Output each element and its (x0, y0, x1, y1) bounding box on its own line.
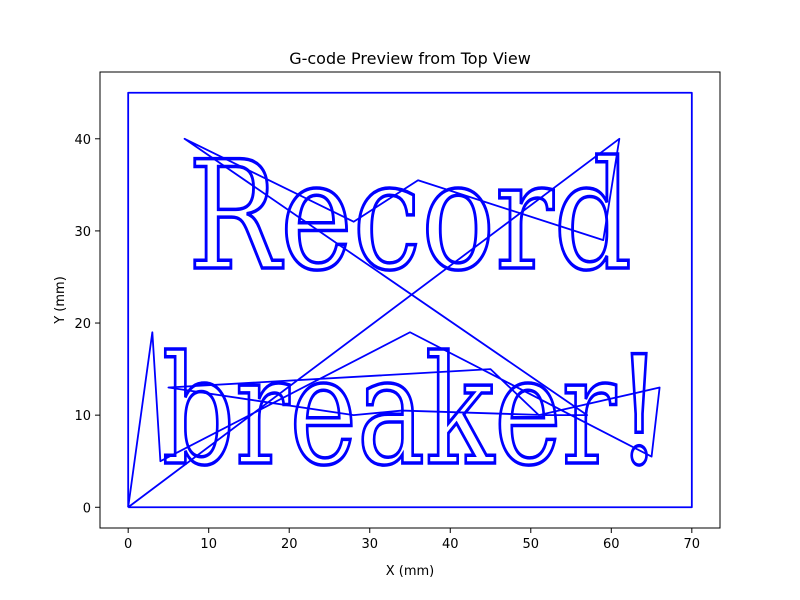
y-tick-label: 10 (74, 409, 91, 424)
axes-frame (99, 71, 721, 529)
x-tick-label: 70 (684, 537, 701, 552)
y-tick-label: 20 (74, 317, 91, 332)
toolpath-line-border (127, 91, 693, 509)
x-tick-label: 40 (442, 537, 459, 552)
engraved-word-record: Record (188, 130, 632, 304)
y-axis: 0 10 20 30 40 (74, 133, 100, 516)
y-tick-label: 40 (74, 133, 91, 148)
x-axis-label: X (mm) (386, 564, 435, 579)
x-tick-label: 50 (523, 537, 540, 552)
y-tick-label: 30 (74, 225, 91, 240)
engraved-word-breaker: breaker! (162, 325, 662, 499)
x-axis: 0 10 20 30 40 50 60 70 (124, 528, 700, 552)
x-tick-label: 60 (603, 537, 620, 552)
x-tick-label: 30 (361, 537, 378, 552)
y-axis-label: Y (mm) (53, 276, 68, 325)
plot-area: Record breaker! (99, 71, 721, 529)
x-tick-label: 10 (200, 537, 217, 552)
chart-title: G-code Preview from Top View (289, 49, 531, 68)
x-tick-label: 0 (124, 537, 132, 552)
toolpath-line-travel (127, 137, 661, 508)
engraved-text-layer: Record breaker! (160, 128, 664, 501)
toolpath-series (127, 91, 693, 509)
y-tick-label: 0 (83, 501, 91, 516)
x-tick-label: 20 (281, 537, 298, 552)
